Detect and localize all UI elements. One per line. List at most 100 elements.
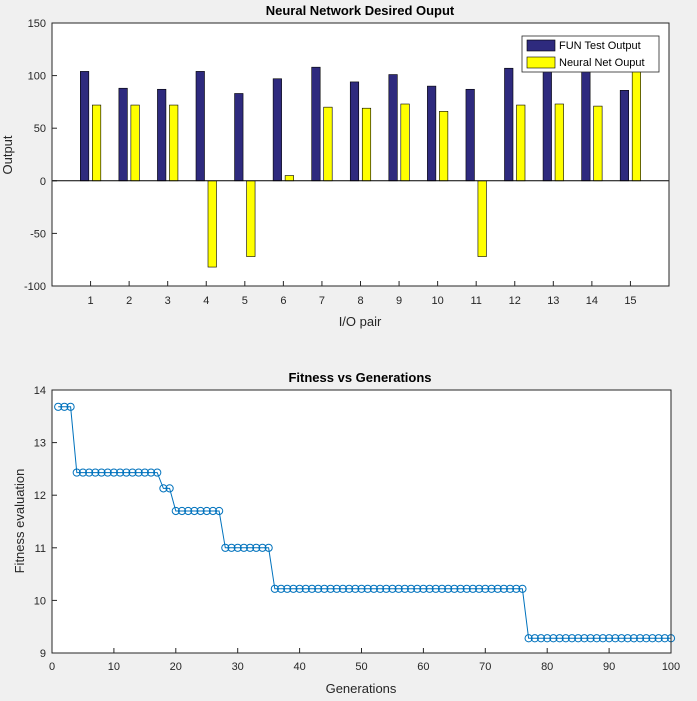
fitness-point	[345, 584, 354, 593]
fitness-point	[369, 584, 378, 593]
line-x-axis-label: Generations	[326, 681, 397, 696]
fitness-point	[264, 543, 273, 552]
bar	[593, 105, 603, 182]
fitness-point	[611, 634, 620, 643]
bar-x-ticks: 1 2 3 4 5 6 7 8 9 10 11 12 13 14 15	[88, 281, 637, 307]
fitness-point	[543, 634, 552, 643]
fitness-point	[283, 584, 292, 593]
fitness-point	[586, 634, 595, 643]
fitness-point	[648, 634, 657, 643]
fitness-point	[437, 584, 447, 593]
fitness-point	[598, 634, 608, 643]
line-marks	[54, 402, 676, 643]
bar	[349, 81, 360, 182]
bar	[323, 106, 333, 182]
fitness-point	[592, 634, 601, 643]
bar-x-tick-label: 14	[586, 295, 598, 307]
fitness-point	[295, 584, 304, 593]
line-x-tick-label: 70	[479, 661, 491, 673]
bar	[130, 104, 140, 182]
bar	[80, 71, 90, 182]
fitness-point	[555, 634, 564, 643]
bar	[427, 85, 437, 182]
bar-y-tick-label: 50	[34, 123, 46, 135]
fitness-point	[617, 634, 626, 643]
fitness-point	[66, 402, 75, 411]
bar-chart-title: Neural Network Desired Ouput	[266, 3, 455, 18]
fitness-point	[518, 584, 527, 593]
fitness-point	[97, 468, 106, 477]
fitness-point	[605, 634, 614, 643]
fitness-point	[512, 584, 521, 593]
fitness-point	[326, 584, 335, 593]
fitness-point	[184, 506, 193, 516]
bar-x-tick-label: 9	[396, 295, 402, 307]
fitness-point	[425, 584, 434, 593]
bar-x-tick-label: 5	[242, 295, 248, 307]
fitness-point	[276, 584, 286, 593]
line-y-tick-label: 10	[34, 595, 46, 607]
bar	[234, 93, 244, 182]
fitness-point	[363, 584, 372, 593]
bar-axes-box	[51, 22, 670, 287]
fitness-point	[289, 584, 298, 593]
bar-y-tick-label: -50	[30, 228, 46, 240]
fitness-point	[530, 634, 539, 643]
bar-x-tick-label: 3	[165, 295, 171, 307]
line-y-axis-label: Fitness evaluation	[12, 469, 27, 574]
line-x-tick-label: 20	[170, 661, 182, 673]
fitness-point	[660, 634, 669, 643]
fitness-point	[456, 584, 465, 593]
fitness-point	[72, 468, 81, 477]
bar	[581, 71, 591, 182]
bar	[400, 103, 410, 182]
bar-x-tick-label: 12	[509, 295, 521, 307]
fitness-point	[475, 584, 484, 593]
fitness-point	[375, 584, 385, 593]
fitness-point	[91, 468, 100, 477]
bar	[169, 104, 179, 182]
fitness-point	[215, 506, 224, 516]
fitness-point	[128, 468, 137, 477]
bar-x-tick-label: 13	[547, 295, 559, 307]
line-x-tick-label: 0	[49, 661, 55, 673]
fitness-point	[642, 634, 651, 643]
bar	[388, 74, 398, 182]
bar	[554, 103, 564, 182]
fitness-point	[462, 584, 471, 593]
bar	[207, 180, 217, 268]
fitness-point	[190, 506, 199, 516]
line-x-tick-label: 30	[232, 661, 244, 673]
bar	[118, 87, 128, 182]
bar	[516, 104, 526, 182]
fitness-point	[357, 584, 366, 593]
fitness-point	[400, 584, 409, 593]
fitness-point	[54, 402, 63, 411]
bar-x-tick-label: 6	[280, 295, 286, 307]
fitness-point	[419, 584, 428, 593]
fitness-point	[85, 468, 94, 477]
fitness-point	[468, 584, 478, 593]
line-y-tick-label: 14	[34, 385, 46, 397]
bar	[92, 104, 102, 182]
fitness-point	[561, 634, 570, 643]
fitness-point	[239, 543, 248, 552]
bar	[504, 67, 514, 182]
fitness-point	[171, 506, 180, 516]
line-x-tick-label: 60	[417, 661, 429, 673]
bar	[542, 71, 552, 182]
fitness-point	[134, 468, 143, 477]
fitness-point	[103, 468, 112, 477]
bar	[311, 66, 321, 182]
fitness-point	[252, 543, 261, 552]
fitness-point	[431, 584, 440, 593]
line-y-tick-label: 9	[40, 648, 46, 660]
bar-x-axis-label: I/O pair	[339, 314, 382, 329]
bar-chart: Neural Network Desired Ouput -100 -50 0 50 1…	[0, 3, 670, 329]
bar	[477, 180, 487, 257]
fitness-point	[481, 584, 490, 593]
bar-y-tick-label: 0	[40, 176, 46, 188]
legend-swatch-neural-net-ouput	[526, 56, 556, 69]
fitness-point	[574, 634, 583, 643]
fitness-point	[177, 506, 187, 516]
